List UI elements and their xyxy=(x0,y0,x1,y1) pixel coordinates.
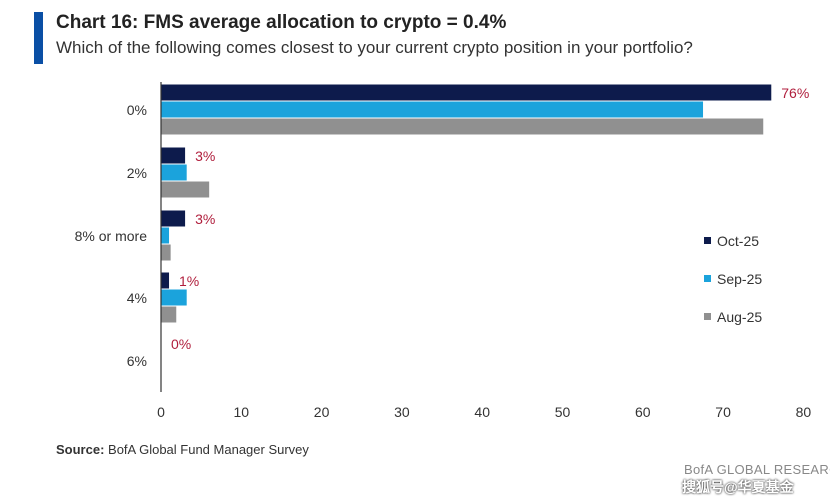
legend-swatch-sep-25 xyxy=(704,275,711,282)
watermark: 搜狐号@华夏基金 xyxy=(682,479,794,495)
category-label: 6% xyxy=(127,353,147,369)
brand-label: BofA GLOBAL RESEARCH xyxy=(684,462,830,477)
legend-swatch-aug-25 xyxy=(704,313,711,320)
category-label: 2% xyxy=(127,165,147,181)
bar-oct-25 xyxy=(161,84,772,101)
bar-aug-25 xyxy=(161,244,171,261)
bar-oct-25 xyxy=(161,210,186,227)
title-accent-bar xyxy=(34,12,43,64)
category-label: 4% xyxy=(127,290,147,306)
bar-sep-25 xyxy=(161,227,170,244)
x-tick-label: 70 xyxy=(715,404,731,420)
x-tick-label: 80 xyxy=(796,404,812,420)
category-label: 0% xyxy=(127,102,147,118)
x-tick-label: 0 xyxy=(157,404,165,420)
bar-aug-25 xyxy=(161,306,177,323)
data-label: 3% xyxy=(195,211,215,227)
legend-label: Oct-25 xyxy=(717,233,759,249)
data-label: 3% xyxy=(195,148,215,164)
bar-aug-25 xyxy=(161,181,210,198)
source-note: Source: BofA Global Fund Manager Survey xyxy=(56,442,309,457)
category-label: 8% or more xyxy=(75,228,148,244)
x-tick-label: 60 xyxy=(635,404,651,420)
bar-oct-25 xyxy=(161,272,170,289)
chart-subtitle: Which of the following comes closest to … xyxy=(56,38,693,57)
bar-sep-25 xyxy=(161,289,187,306)
bar-oct-25 xyxy=(161,147,186,164)
x-tick-label: 20 xyxy=(314,404,330,420)
data-label: 0% xyxy=(171,336,191,352)
data-label: 1% xyxy=(179,273,199,289)
x-tick-label: 50 xyxy=(555,404,571,420)
x-tick-label: 30 xyxy=(394,404,410,420)
x-tick-label: 40 xyxy=(474,404,490,420)
chart-title: Chart 16: FMS average allocation to cryp… xyxy=(56,12,507,33)
legend-swatch-oct-25 xyxy=(704,237,711,244)
x-tick-label: 10 xyxy=(234,404,250,420)
legend-label: Aug-25 xyxy=(717,309,762,325)
bar-sep-25 xyxy=(161,164,187,181)
source-text: BofA Global Fund Manager Survey xyxy=(104,442,309,457)
source-label: Source: xyxy=(56,442,105,457)
bar-aug-25 xyxy=(161,118,764,135)
legend-label: Sep-25 xyxy=(717,271,762,287)
data-label: 76% xyxy=(781,85,809,101)
bar-chart: 0% 76% 2% 3% 8% or more 3% 4% 1% 6% 0% 0 10 20 30 40 50… xyxy=(75,82,812,420)
bar-sep-25 xyxy=(161,101,704,118)
